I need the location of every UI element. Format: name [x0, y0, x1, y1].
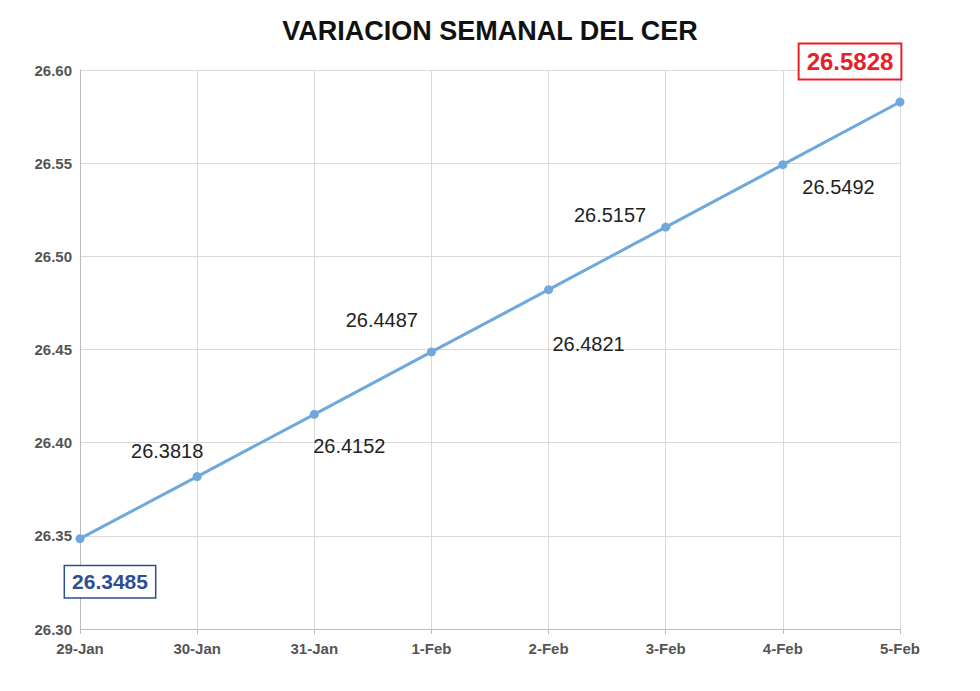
svg-text:26.35: 26.35: [34, 527, 72, 544]
svg-text:26.4487: 26.4487: [346, 309, 418, 331]
svg-text:26.55: 26.55: [34, 155, 72, 172]
svg-text:VARIACION SEMANAL DEL CER: VARIACION SEMANAL DEL CER: [282, 16, 698, 46]
svg-text:26.5492: 26.5492: [802, 176, 874, 198]
svg-text:26.3818: 26.3818: [131, 440, 203, 462]
svg-text:26.45: 26.45: [34, 341, 72, 358]
svg-text:26.5157: 26.5157: [574, 204, 646, 226]
svg-text:26.50: 26.50: [34, 248, 72, 265]
svg-text:31-Jan: 31-Jan: [291, 640, 339, 657]
svg-text:3-Feb: 3-Feb: [646, 640, 686, 657]
svg-text:26.5828: 26.5828: [807, 48, 894, 75]
svg-text:26.3485: 26.3485: [72, 570, 148, 593]
svg-text:26.4152: 26.4152: [313, 435, 385, 457]
svg-text:26.4821: 26.4821: [552, 333, 624, 355]
svg-text:26.60: 26.60: [34, 62, 72, 79]
svg-text:29-Jan: 29-Jan: [56, 640, 104, 657]
svg-text:26.40: 26.40: [34, 434, 72, 451]
svg-text:4-Feb: 4-Feb: [763, 640, 803, 657]
svg-text:30-Jan: 30-Jan: [173, 640, 221, 657]
svg-text:5-Feb: 5-Feb: [880, 640, 920, 657]
svg-text:2-Feb: 2-Feb: [529, 640, 569, 657]
svg-text:1-Feb: 1-Feb: [411, 640, 451, 657]
svg-text:26.30: 26.30: [34, 621, 72, 638]
